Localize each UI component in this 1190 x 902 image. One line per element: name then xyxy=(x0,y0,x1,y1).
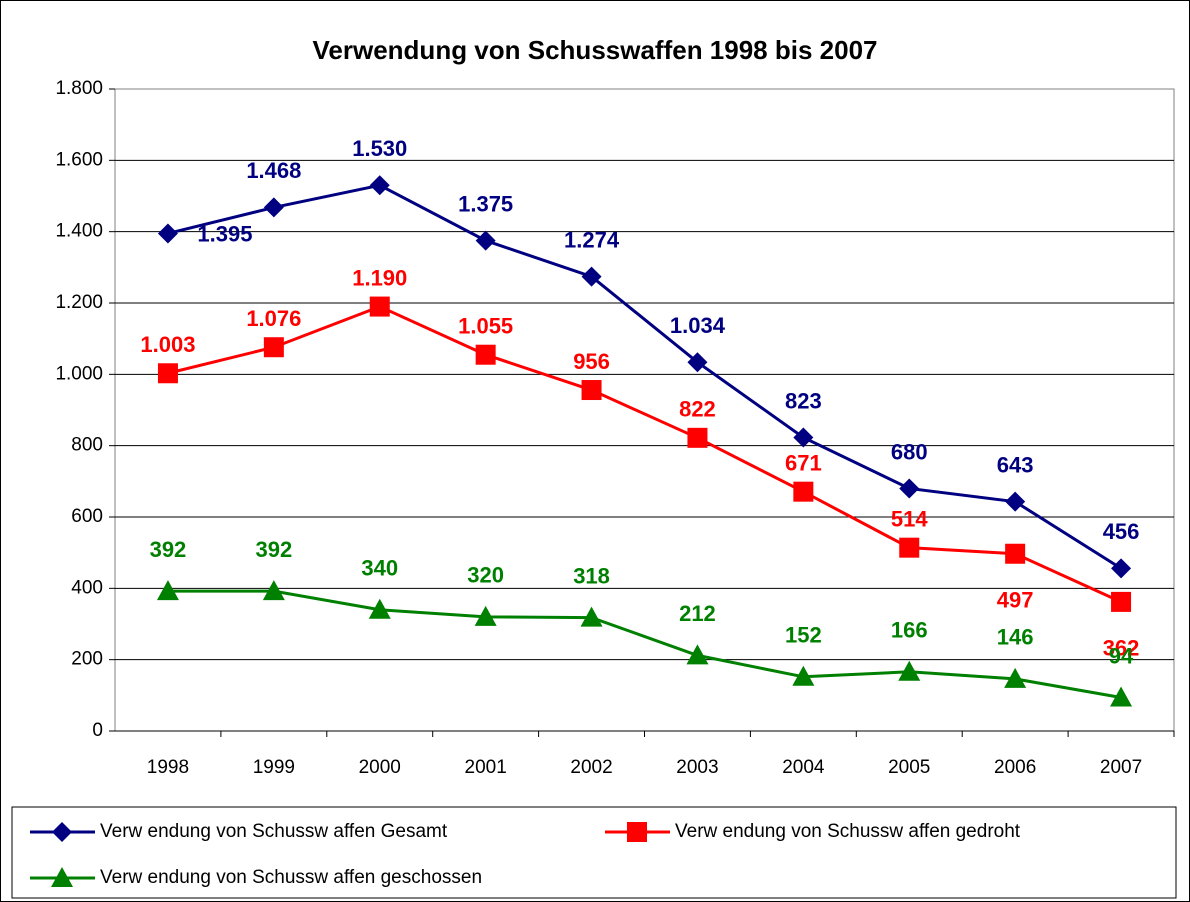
marker xyxy=(475,344,496,365)
y-tick-label: 1.600 xyxy=(55,149,103,170)
data-label: 1.076 xyxy=(246,306,301,331)
marker xyxy=(792,665,815,686)
x-tick-label: 2002 xyxy=(570,757,612,778)
data-label: 1.375 xyxy=(458,191,513,216)
marker xyxy=(1110,686,1133,707)
legend-label: Verw endung von Schussw affen geschossen xyxy=(100,867,482,888)
data-label: 1.034 xyxy=(670,313,726,338)
marker xyxy=(157,363,178,384)
marker xyxy=(793,481,814,502)
y-tick-label: 600 xyxy=(71,506,103,527)
data-label: 392 xyxy=(255,537,292,562)
data-label: 1.055 xyxy=(458,314,513,339)
y-tick-label: 1.400 xyxy=(55,221,103,242)
data-label: 956 xyxy=(573,349,610,374)
data-label: 94 xyxy=(1109,643,1134,668)
data-label: 497 xyxy=(997,588,1034,613)
x-tick-label: 2001 xyxy=(465,757,507,778)
y-tick-label: 0 xyxy=(92,720,103,741)
y-tick-label: 1.000 xyxy=(55,363,103,384)
marker xyxy=(581,266,602,287)
data-label: 318 xyxy=(573,563,610,588)
data-label: 320 xyxy=(467,563,504,588)
legend-label: Verw endung von Schussw affen gedroht xyxy=(675,821,1021,842)
data-label: 456 xyxy=(1103,519,1140,544)
marker xyxy=(263,197,284,218)
x-tick-label: 2000 xyxy=(359,757,401,778)
data-label: 1.468 xyxy=(246,158,301,183)
data-label: 680 xyxy=(891,439,928,464)
marker xyxy=(1004,667,1027,688)
data-label: 1.530 xyxy=(352,136,407,161)
series-line xyxy=(167,589,1122,699)
y-tick-label: 800 xyxy=(71,435,103,456)
marker xyxy=(898,660,921,681)
x-tick-label: 1999 xyxy=(253,757,295,778)
x-tick-label: 2003 xyxy=(676,757,718,778)
data-label: 212 xyxy=(679,601,716,626)
marker xyxy=(263,337,284,358)
marker xyxy=(51,867,73,887)
data-label: 1.274 xyxy=(564,227,620,252)
marker xyxy=(1111,591,1132,612)
x-tick-label: 2005 xyxy=(888,757,930,778)
x-tick-label: 1998 xyxy=(147,757,189,778)
data-label: 362 xyxy=(1103,636,1140,661)
marker xyxy=(687,352,708,373)
data-label: 514 xyxy=(891,506,928,531)
chart-title: Verwendung von Schusswaffen 1998 bis 200… xyxy=(313,35,878,65)
marker xyxy=(52,822,72,842)
marker xyxy=(475,230,496,251)
marker xyxy=(580,606,603,627)
data-label: 1.003 xyxy=(140,332,195,357)
y-tick-label: 200 xyxy=(71,649,103,670)
marker xyxy=(262,580,285,601)
marker xyxy=(369,175,390,196)
y-tick-label: 400 xyxy=(71,577,103,598)
marker xyxy=(627,822,647,842)
series-line xyxy=(167,304,1122,604)
y-tick-label: 1.200 xyxy=(55,292,103,313)
marker xyxy=(1005,543,1026,564)
plot-area xyxy=(114,88,1175,732)
marker xyxy=(1005,491,1026,512)
data-label: 671 xyxy=(785,450,822,475)
marker xyxy=(474,605,497,626)
marker xyxy=(793,427,814,448)
marker xyxy=(581,380,602,401)
data-label: 1.190 xyxy=(352,265,407,290)
y-tick-label: 1.800 xyxy=(55,78,103,99)
data-label: 166 xyxy=(891,618,928,643)
x-tick-label: 2007 xyxy=(1100,757,1142,778)
marker xyxy=(156,580,179,601)
x-tick-label: 2006 xyxy=(994,757,1036,778)
marker xyxy=(899,537,920,558)
x-tick-label: 2004 xyxy=(782,757,825,778)
data-label: 823 xyxy=(785,388,822,413)
data-label: 392 xyxy=(150,537,187,562)
marker xyxy=(1111,558,1132,579)
marker xyxy=(686,644,709,665)
marker xyxy=(369,296,390,317)
data-label: 146 xyxy=(997,625,1034,650)
marker xyxy=(899,478,920,499)
data-label: 822 xyxy=(679,397,716,422)
legend-label: Verw endung von Schussw affen Gesamt xyxy=(100,821,448,842)
data-label: 152 xyxy=(785,623,822,648)
data-label: 643 xyxy=(997,452,1034,477)
data-label: 340 xyxy=(361,556,398,581)
series-line xyxy=(167,183,1122,570)
data-label: 1.395 xyxy=(197,221,252,246)
marker xyxy=(368,598,391,619)
marker xyxy=(687,427,708,448)
legend xyxy=(11,806,1177,899)
marker xyxy=(157,223,178,244)
